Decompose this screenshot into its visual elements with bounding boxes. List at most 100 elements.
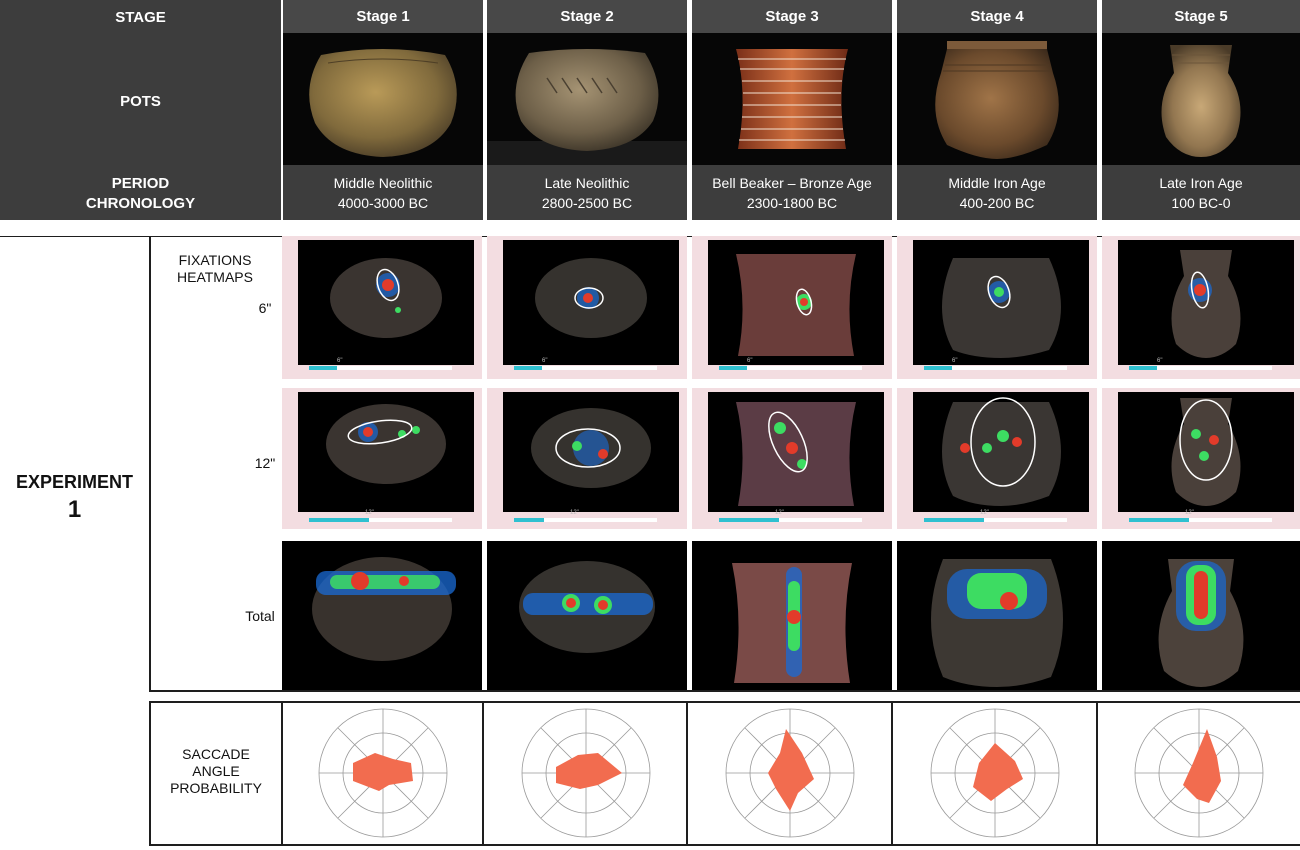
stage-4-column: Stage 4 Middle Iron Age 400-200 BC <box>897 0 1097 220</box>
stage-1-period-name: Middle Neolithic <box>333 174 433 191</box>
timeline-bar-6-stage-1: 6" <box>309 358 452 370</box>
stage-3-pot-image <box>692 33 892 165</box>
saccade-label-line1: SACCADE <box>182 746 250 762</box>
bar-tick-6: 6" <box>952 358 958 364</box>
saccade-divider <box>281 701 283 845</box>
bar-tick-12: 12" <box>365 510 374 516</box>
bar-tick-6: 6" <box>747 358 753 364</box>
row-label-total: Total <box>245 608 275 624</box>
stage-5-period: Late Iron Age 100 BC-0 <box>1102 165 1300 220</box>
heatmap-6-stage-4: 6" <box>897 236 1097 379</box>
bar-tick-12: 12" <box>775 510 784 516</box>
heatmap-12-stage-3: 12" <box>692 388 892 529</box>
timeline-bar-12-stage-3: 12" <box>719 510 862 522</box>
stage-5-title: Stage 5 <box>1102 0 1300 33</box>
rose-area <box>768 729 814 811</box>
saccade-divider <box>891 701 893 845</box>
heatmap-total-stage-3 <box>692 541 892 690</box>
rose-plot-stage-5 <box>1134 708 1264 838</box>
heatmaps-label: FIXATIONS HEATMAPS <box>160 252 270 286</box>
timeline-bar-6-stage-2: 6" <box>514 358 657 370</box>
timeline-bar-12-stage-2: 12" <box>514 510 657 522</box>
pots-header-label: POTS <box>120 93 161 110</box>
heatmap-total-stage-1 <box>282 541 482 690</box>
row-label-6: 6" <box>258 300 272 316</box>
stage-3-chronology: 2300-1800 BC <box>746 194 838 211</box>
rose-area <box>1183 729 1221 803</box>
stage-5-period-name: Late Iron Age <box>1159 174 1243 191</box>
heatmap-12-stage-1: 12" <box>282 388 482 529</box>
stage-4-chronology: 400-200 BC <box>959 194 1035 211</box>
header-label-column: STAGE POTS PERIOD CHRONOLOGY <box>0 0 281 220</box>
stage-3-title: Stage 3 <box>692 0 892 33</box>
rose-plot-stage-1 <box>318 708 448 838</box>
bar-tick-6: 6" <box>337 358 343 364</box>
stage-5-column: Stage 5 Late Iron Age 100 BC-0 <box>1102 0 1300 220</box>
bar-tick-6: 6" <box>542 358 548 364</box>
stage-1-title: Stage 1 <box>283 0 483 33</box>
experiment-title-line1: EXPERIMENT <box>15 472 134 492</box>
heatmap-6-stage-3: 6" <box>692 236 892 379</box>
heatmap-6-stage-2: 6" <box>487 236 687 379</box>
stage-4-period: Middle Iron Age 400-200 BC <box>897 165 1097 220</box>
rose-area <box>556 753 622 789</box>
stage-2-period: Late Neolithic 2800-2500 BC <box>487 165 687 220</box>
stage-2-period-name: Late Neolithic <box>544 174 630 191</box>
saccade-divider <box>482 701 484 845</box>
stage-4-pot-image <box>897 33 1097 165</box>
heatmap-12-stage-4: 12" <box>897 388 1097 529</box>
heatmap-12-stage-5: 12" <box>1102 388 1300 529</box>
rose-plot-stage-4 <box>930 708 1060 838</box>
heatmaps-label-line1: FIXATIONS <box>178 252 252 268</box>
timeline-bar-12-stage-5: 12" <box>1129 510 1272 522</box>
stage-3-period: Bell Beaker – Bronze Age 2300-1800 BC <box>692 165 892 220</box>
chronology-header-label: CHRONOLOGY <box>85 195 196 212</box>
bar-tick-12: 12" <box>1185 510 1194 516</box>
row-label-12: 12" <box>254 455 276 471</box>
heatmap-total-stage-4 <box>897 541 1097 690</box>
saccade-frame <box>149 701 1300 846</box>
saccade-label: SACCADE ANGLE PROBABILITY <box>151 746 281 797</box>
stage-4-title: Stage 4 <box>897 0 1097 33</box>
stage-5-chronology: 100 BC-0 <box>1171 194 1231 211</box>
heatmaps-label-line2: HEATMAPS <box>177 269 253 285</box>
heatmap-6-stage-1: 6" <box>282 236 482 379</box>
stage-1-chronology: 4000-3000 BC <box>337 194 429 211</box>
saccade-label-line2: ANGLE <box>192 763 240 779</box>
saccade-divider <box>1096 701 1098 845</box>
heatmap-6-stage-5: 6" <box>1102 236 1300 379</box>
rose-area <box>973 743 1023 801</box>
rose-plot-stage-2 <box>521 708 651 838</box>
stage-5-pot-image <box>1102 33 1300 165</box>
timeline-bar-12-stage-1: 12" <box>309 510 452 522</box>
rose-plot-stage-3 <box>725 708 855 838</box>
saccade-divider <box>686 701 688 845</box>
experiment-title-line2: 1 <box>67 496 82 523</box>
heatmap-12-stage-2: 12" <box>487 388 687 529</box>
heatmap-total-stage-2 <box>487 541 687 690</box>
timeline-bar-12-stage-4: 12" <box>924 510 1067 522</box>
stage-3-column: Stage 3 Bell Beaker – Bronze Age 2300-18… <box>692 0 892 220</box>
stage-1-pot-image <box>283 33 483 165</box>
stage-2-title: Stage 2 <box>487 0 687 33</box>
stage-2-pot-image <box>487 33 687 165</box>
timeline-bar-6-stage-4: 6" <box>924 358 1067 370</box>
heatmap-total-stage-5 <box>1102 541 1300 690</box>
timeline-bar-6-stage-5: 6" <box>1129 358 1272 370</box>
experiment-title: EXPERIMENT 1 <box>0 468 149 524</box>
timeline-bar-6-stage-3: 6" <box>719 358 862 370</box>
bar-tick-6: 6" <box>1157 358 1163 364</box>
period-header-label: PERIOD <box>111 175 170 192</box>
rose-area <box>353 753 413 791</box>
bar-tick-12: 12" <box>570 510 579 516</box>
stage-1-column: Stage 1 Middle Neolithic 4000-3000 BC <box>283 0 483 220</box>
stage-1-period: Middle Neolithic 4000-3000 BC <box>283 165 483 220</box>
experiment-top-rule <box>0 236 149 237</box>
stage-3-period-name: Bell Beaker – Bronze Age <box>712 174 872 191</box>
saccade-label-line3: PROBABILITY <box>170 780 262 796</box>
stage-2-chronology: 2800-2500 BC <box>541 194 633 211</box>
stage-4-period-name: Middle Iron Age <box>948 174 1046 191</box>
stage-header-label: STAGE <box>115 9 166 26</box>
stage-2-column: Stage 2 Late Neolithic 2800-2500 BC <box>487 0 687 220</box>
bar-tick-12: 12" <box>980 510 989 516</box>
